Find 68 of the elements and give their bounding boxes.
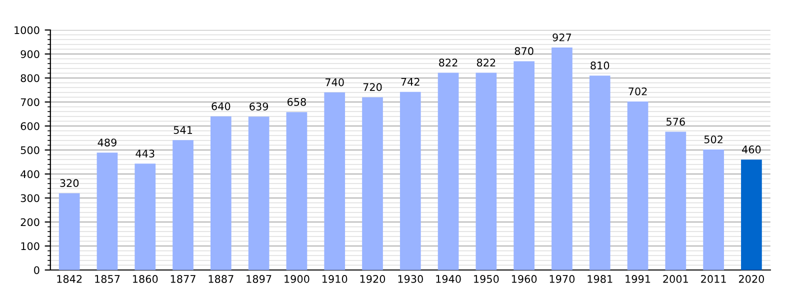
bar bbox=[96, 152, 118, 270]
y-tick-label: 600 bbox=[20, 122, 40, 130]
data-label: 502 bbox=[704, 135, 722, 144]
x-tick-label: 1991 bbox=[626, 275, 650, 283]
bar bbox=[362, 97, 383, 270]
y-tick-label: 100 bbox=[21, 242, 40, 250]
x-tick-label: 2001 bbox=[663, 275, 688, 283]
data-label: 720 bbox=[363, 83, 382, 92]
bar bbox=[665, 132, 686, 270]
bar bbox=[741, 160, 762, 270]
y-tick-label: 700 bbox=[20, 98, 40, 106]
data-label: 639 bbox=[250, 102, 268, 110]
bar bbox=[589, 76, 610, 270]
bar bbox=[514, 61, 535, 270]
bar bbox=[286, 112, 308, 270]
data-label: 810 bbox=[590, 62, 610, 70]
x-tick-label: 1897 bbox=[246, 275, 272, 283]
x-tick-label: 1900 bbox=[284, 275, 310, 283]
data-label: 320 bbox=[60, 179, 79, 188]
y-tick-label: 1000 bbox=[14, 26, 40, 34]
bar bbox=[248, 116, 270, 270]
x-tick-label: 1887 bbox=[208, 275, 234, 283]
bar bbox=[552, 48, 572, 270]
y-tick-label: 200 bbox=[20, 218, 40, 226]
bar bbox=[210, 116, 232, 270]
bar bbox=[58, 193, 80, 270]
x-tick-label: 1960 bbox=[512, 275, 537, 283]
y-tick-label: 0 bbox=[34, 266, 40, 274]
data-label: 742 bbox=[401, 78, 420, 86]
data-label: 822 bbox=[476, 58, 496, 67]
data-label: 640 bbox=[212, 102, 230, 110]
x-tick-label: 1857 bbox=[95, 275, 120, 283]
x-tick-label: 2011 bbox=[701, 275, 726, 283]
data-label: 658 bbox=[288, 98, 306, 106]
x-tick-label: 1950 bbox=[474, 275, 499, 283]
y-tick-label: 400 bbox=[20, 170, 40, 178]
bar bbox=[438, 72, 459, 270]
data-label: 541 bbox=[174, 126, 192, 134]
data-label: 576 bbox=[666, 118, 685, 126]
x-tick-label: 2020 bbox=[738, 275, 764, 283]
data-label: 460 bbox=[742, 146, 761, 154]
x-tick-label: 1860 bbox=[133, 275, 158, 283]
x-tick-label: 1910 bbox=[322, 275, 348, 283]
data-label: 740 bbox=[326, 78, 344, 86]
y-tick-label: 300 bbox=[20, 194, 40, 202]
bar bbox=[172, 140, 194, 270]
x-tick-label: 1981 bbox=[588, 275, 612, 283]
x-tick-label: 1920 bbox=[360, 275, 386, 283]
x-tick-label: 1877 bbox=[170, 275, 196, 283]
bar bbox=[400, 92, 421, 270]
data-label: 443 bbox=[136, 150, 154, 158]
bar bbox=[324, 92, 346, 270]
x-tick-label: 1970 bbox=[550, 275, 575, 283]
y-tick-label: 900 bbox=[20, 50, 40, 58]
x-tick-label: 1930 bbox=[398, 275, 423, 283]
y-tick-label: 800 bbox=[20, 74, 40, 82]
x-tick-label: 1940 bbox=[436, 275, 461, 283]
bar bbox=[134, 164, 156, 270]
data-label: 489 bbox=[98, 138, 116, 146]
bar bbox=[627, 102, 648, 270]
data-label: 927 bbox=[552, 33, 572, 42]
data-label: 702 bbox=[628, 87, 647, 96]
bar bbox=[703, 150, 724, 270]
bar bbox=[476, 72, 497, 270]
data-label: 870 bbox=[514, 47, 534, 56]
data-label: 822 bbox=[439, 58, 458, 67]
x-tick-label: 1842 bbox=[57, 275, 82, 283]
y-tick-label: 500 bbox=[20, 146, 40, 154]
